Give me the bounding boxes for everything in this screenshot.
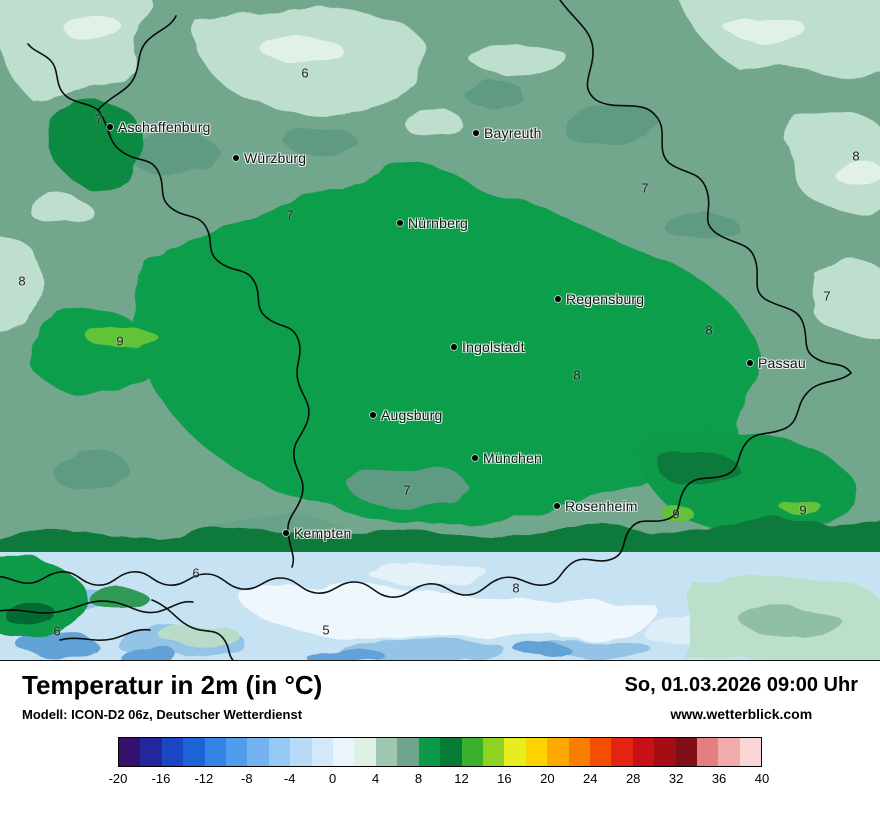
colorbar-segment: [140, 738, 162, 766]
colorbar-segment: [504, 738, 526, 766]
temperature-colorbar: -20 -16 -12 -8 -4 0 4 8 12 16 20 24 28 32 36 40: [109, 737, 770, 789]
colorbar-tick: 40: [754, 771, 770, 786]
map-borders: [0, 0, 852, 660]
colorbar-segment: [547, 738, 569, 766]
colorbar-tick: 0: [329, 771, 337, 786]
colorbar-segment: [482, 738, 505, 766]
colorbar-tick: 8: [414, 771, 423, 786]
colorbar-segment: [568, 738, 590, 766]
colorbar-segment: [418, 738, 441, 766]
map-pale-patches: [65, 16, 880, 182]
colorbar-tick: 32: [668, 771, 684, 786]
valid-datetime: So, 01.03.2026 09:00 Uhr: [624, 674, 858, 696]
map-alps-region: [0, 552, 880, 660]
colorbar-segment: [654, 738, 676, 766]
colorbar-segment: [119, 738, 141, 766]
colorbar-tick: 20: [540, 771, 555, 786]
map-title: Temperatur in 2m (in °C): [22, 670, 323, 700]
colorbar-segment: [675, 738, 697, 766]
colorbar-tick: 28: [625, 771, 641, 786]
colorbar-tick: 12: [454, 771, 469, 786]
colorbar-tick: -12: [194, 771, 214, 786]
footer-right: So, 01.03.2026 09:00 Uhr www.wetterblick…: [625, 671, 858, 722]
map-footer: Temperatur in 2m (in °C) Modell: ICON-D2…: [0, 661, 880, 830]
colorbar-segment: [632, 738, 655, 766]
map-dark-muted-patches: [50, 83, 736, 488]
colorbar-tick: 16: [497, 771, 512, 786]
colorbar-gradient: [118, 737, 762, 767]
colorbar-segment: [290, 738, 312, 766]
colorbar-segment: [311, 738, 334, 766]
colorbar-segment: [247, 738, 269, 766]
colorbar-segment: [440, 738, 462, 766]
colorbar-tick: -4: [283, 771, 296, 786]
colorbar-segment: [375, 738, 398, 766]
colorbar-tick: 4: [371, 771, 380, 786]
colorbar-segment: [611, 738, 633, 766]
colorbar-segment: [718, 738, 740, 766]
colorbar-segment: [397, 738, 419, 766]
colorbar-segment: [333, 738, 355, 766]
colorbar-segment: [354, 738, 376, 766]
temperature-shading-map: [0, 0, 880, 660]
colorbar-segment: [696, 738, 719, 766]
colorbar-segment: [739, 738, 762, 766]
colorbar-segment: [589, 738, 612, 766]
footer-left: Temperatur in 2m (in °C) Modell: ICON-D2…: [22, 671, 322, 722]
colorbar-segment: [525, 738, 548, 766]
colorbar-segment: [183, 738, 205, 766]
website-link[interactable]: www.wetterblick.com: [670, 706, 813, 722]
colorbar-tick: -20: [108, 771, 128, 786]
colorbar-segment: [204, 738, 227, 766]
colorbar-segment: [268, 738, 291, 766]
colorbar-tick-labels: -20 -16 -12 -8 -4 0 4 8 12 16 20 24 28 32 36 40: [109, 771, 770, 789]
colorbar-segment: [461, 738, 483, 766]
colorbar-segment: [161, 738, 184, 766]
colorbar-tick: 36: [711, 771, 727, 786]
colorbar-tick: -8: [241, 771, 253, 786]
colorbar-tick: 24: [583, 771, 598, 786]
model-info: Modell: ICON-D2 06z, Deutscher Wetterdie…: [22, 706, 303, 722]
colorbar-segment: [226, 738, 248, 766]
colorbar-tick: -16: [151, 771, 171, 786]
map-mint-patches: [0, 0, 880, 337]
